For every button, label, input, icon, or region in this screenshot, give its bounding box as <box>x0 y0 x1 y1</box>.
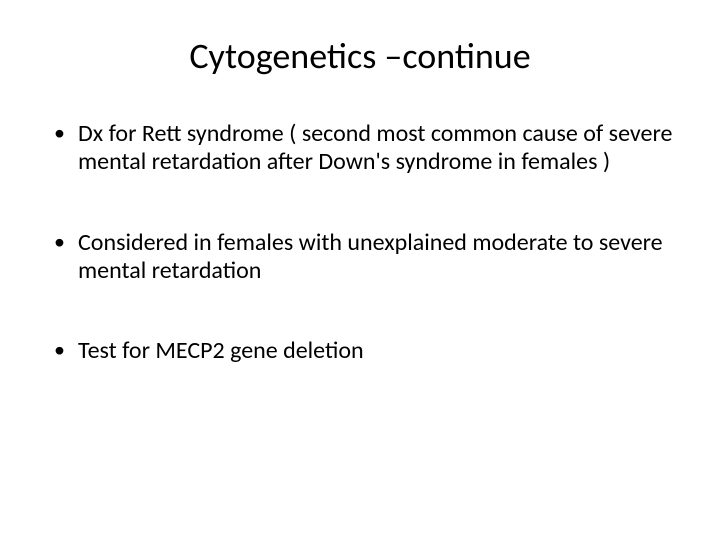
list-item: Test for MECP2 gene deletion <box>50 337 680 365</box>
slide-container: Cytogenetics –continue Dx for Rett syndr… <box>0 0 720 540</box>
list-item: Considered in females with unexplained m… <box>50 229 680 286</box>
list-item: Dx for Rett syndrome ( second most commo… <box>50 120 680 177</box>
slide-title: Cytogenetics –continue <box>40 34 680 78</box>
bullet-list: Dx for Rett syndrome ( second most commo… <box>40 120 680 366</box>
